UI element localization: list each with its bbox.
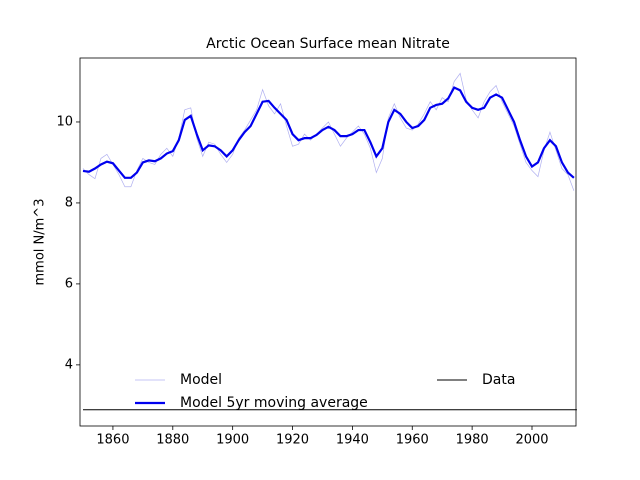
x-tick-label: 1980 — [456, 433, 489, 448]
y-tick-label: 4 — [65, 357, 73, 372]
x-tick-label: 1960 — [396, 433, 429, 448]
series-line — [82, 72, 575, 191]
x-tick-label: 1900 — [216, 433, 249, 448]
x-tick-label: 2000 — [515, 433, 548, 448]
legend-label: Model 5yr moving average — [180, 395, 368, 411]
x-tick-label: 1860 — [96, 433, 129, 448]
y-tick-label: 10 — [56, 114, 73, 129]
series-line — [82, 86, 575, 179]
legend-label: Model — [180, 372, 222, 388]
legend-label: Data — [482, 372, 515, 388]
x-tick-label: 1940 — [336, 433, 369, 448]
y-axis-label: mmol N/m^3 — [33, 199, 48, 286]
plot-frame — [79, 57, 577, 427]
y-tick-label: 6 — [65, 276, 73, 291]
x-tick-label: 1880 — [156, 433, 189, 448]
x-tick-label: 1920 — [276, 433, 309, 448]
chart-title: Arctic Ocean Surface mean Nitrate — [206, 36, 450, 52]
y-tick-label: 8 — [65, 195, 73, 210]
